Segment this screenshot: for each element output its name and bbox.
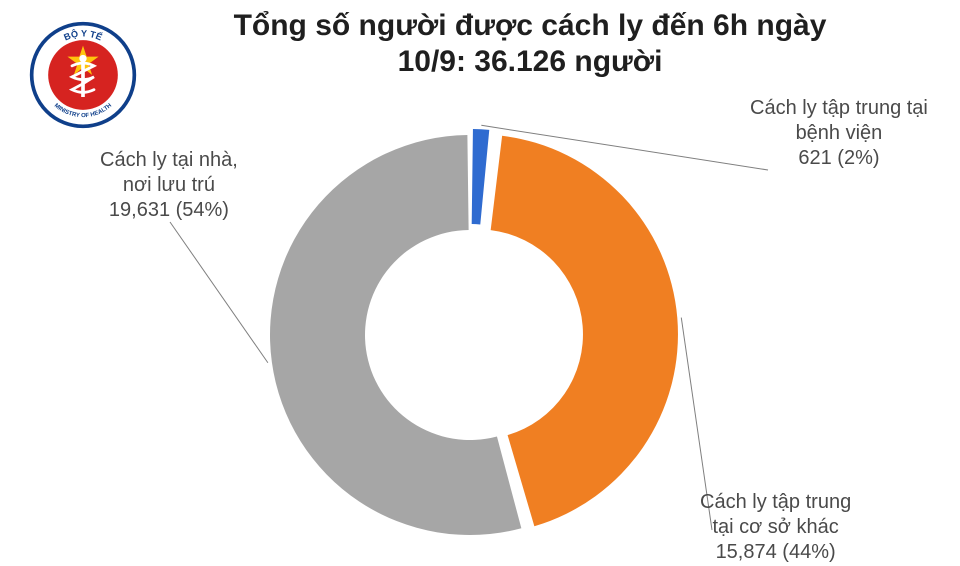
label-other-facility: Cách ly tập trung tại cơ sở khác 15,874 … (700, 490, 851, 565)
donut-chart (0, 0, 960, 566)
label-home: Cách ly tại nhà, nơi lưu trú 19,631 (54%… (100, 148, 238, 223)
label-hospital: Cách ly tập trung tại bệnh viện 621 (2%) (750, 96, 928, 171)
leader-2 (170, 222, 268, 363)
slice-1 (491, 136, 678, 526)
slice-2 (270, 135, 521, 535)
slice-0 (472, 129, 490, 224)
